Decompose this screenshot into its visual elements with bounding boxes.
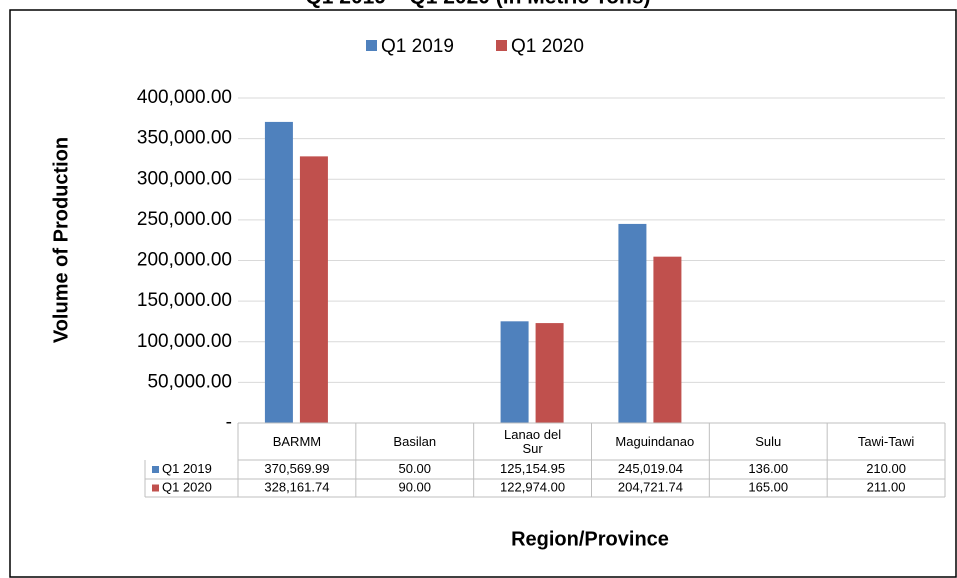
chart-title: Q1 2019 – Q1 2020 (in Metric Tons) [305, 0, 650, 9]
bar [500, 321, 529, 423]
x-axis-title: Region/Province [511, 528, 669, 550]
bar [264, 121, 293, 424]
y-tick-label: 400,000.00 [137, 87, 232, 108]
table-value: 125,154.95 [500, 461, 565, 476]
y-tick-label: 350,000.00 [137, 128, 232, 149]
table-row-label: Q1 2020 [162, 479, 212, 494]
x-tick-label: Maguindanao [615, 433, 695, 449]
table-value: 50.00 [398, 461, 431, 476]
x-tick-label-box: Maguindanao [615, 433, 695, 449]
table-value: 211.00 [867, 479, 906, 494]
y-tick-label: 250,000.00 [137, 209, 232, 230]
chart-border [9, 9, 957, 578]
table-value: 136.00 [748, 461, 788, 476]
x-tick-label: Tawi-Tawi [857, 433, 915, 449]
y-tick-label: 300,000.00 [137, 168, 232, 189]
x-tick-label: BARMM [272, 433, 322, 449]
table-value: 245,019.04 [618, 461, 683, 476]
table-row-label: Q1 2019 [162, 461, 212, 476]
y-tick-label: 50,000.00 [147, 371, 232, 392]
y-tick-label: 200,000.00 [137, 250, 232, 271]
bar [653, 256, 682, 423]
y-tick-label: 150,000.00 [137, 290, 232, 311]
bar [299, 156, 328, 423]
x-tick-label-box: Lanao del Sur [504, 426, 562, 456]
legend-swatch [496, 40, 507, 51]
table-value: 328,161.74 [264, 479, 329, 494]
x-tick-label: Sulu [755, 433, 782, 449]
y-axis-title: Volume of Production [50, 137, 72, 343]
x-tick-label: Basilan [393, 433, 437, 449]
bar [618, 223, 647, 423]
y-tick-label: 100,000.00 [137, 331, 232, 352]
table-value: 165.00 [748, 479, 788, 494]
x-tick-label: Lanao del Sur [504, 426, 562, 456]
table-legend-key [152, 484, 159, 492]
table-value: 204,721.74 [618, 479, 683, 494]
table-legend-key [152, 466, 159, 473]
x-tick-label-box: BARMM [272, 433, 322, 449]
y-tick-label: - [226, 412, 232, 433]
bar [535, 323, 564, 423]
x-tick-label-box: Sulu [755, 433, 782, 449]
legend-label: Q1 2019 [381, 36, 454, 57]
table-value: 210.00 [866, 461, 906, 476]
x-tick-label-box: Tawi-Tawi [857, 433, 915, 449]
table-value: 122,974.00 [500, 479, 565, 494]
legend-label: Q1 2020 [511, 36, 584, 57]
legend-swatch [366, 40, 377, 51]
x-tick-label-box: Basilan [393, 433, 437, 449]
table-value: 370,569.99 [264, 461, 329, 476]
table-value: 90.00 [398, 479, 431, 494]
